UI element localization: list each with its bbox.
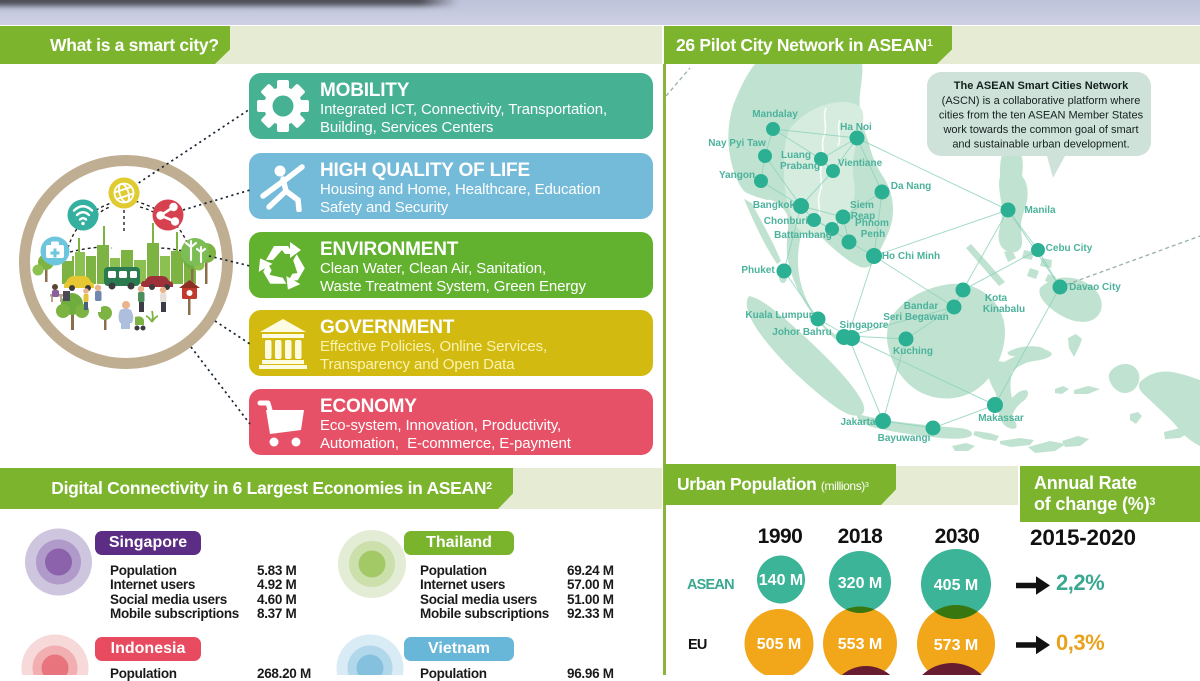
svg-text:Battambang: Battambang — [774, 230, 832, 241]
svg-text:Ha Noi: Ha Noi — [840, 122, 872, 133]
svg-text:Prabang: Prabang — [780, 161, 820, 172]
svg-text:Chonburi: Chonburi — [764, 216, 809, 227]
svg-text:Phuket: Phuket — [741, 265, 775, 276]
svg-text:Kinabalu: Kinabalu — [983, 304, 1025, 315]
svg-text:Kota: Kota — [985, 293, 1008, 304]
svg-text:work towards the common goal o: work towards the common goal of smart — [942, 124, 1138, 136]
svg-text:Cebu City: Cebu City — [1046, 243, 1093, 254]
svg-text:Reap: Reap — [851, 211, 875, 222]
svg-text:Yangon: Yangon — [719, 170, 755, 181]
svg-text:Luang: Luang — [781, 150, 811, 161]
svg-text:Mandalay: Mandalay — [752, 109, 798, 120]
svg-text:Vientiane: Vientiane — [838, 158, 883, 169]
svg-text:Siem: Siem — [850, 200, 874, 211]
svg-text:and sustainable urban developm: and sustainable urban development. — [952, 139, 1129, 151]
svg-text:Ho Chi Minh: Ho Chi Minh — [882, 251, 940, 262]
svg-text:Bangkok: Bangkok — [753, 200, 796, 211]
svg-text:Da Nang: Da Nang — [891, 181, 932, 192]
svg-text:Manila: Manila — [1024, 205, 1056, 216]
svg-text:573 M: 573 M — [934, 637, 978, 654]
svg-text:320 M: 320 M — [838, 575, 882, 592]
svg-text:553 M: 553 M — [838, 636, 882, 653]
svg-text:Davao City: Davao City — [1069, 282, 1121, 293]
svg-text:Seri Begawan: Seri Begawan — [883, 312, 949, 323]
svg-text:Jakarta: Jakarta — [840, 417, 875, 428]
svg-text:Makassar: Makassar — [978, 413, 1024, 424]
svg-text:405 M: 405 M — [934, 577, 978, 594]
svg-text:Nay Pyi Taw: Nay Pyi Taw — [708, 138, 766, 149]
svg-text:Bayuwangi: Bayuwangi — [878, 433, 931, 444]
svg-text:Singapore: Singapore — [840, 320, 889, 331]
svg-text:Johor Bahru: Johor Bahru — [772, 327, 831, 338]
svg-text:505 M: 505 M — [757, 636, 801, 653]
svg-text:140 M: 140 M — [759, 572, 803, 589]
svg-text:Phnom: Phnom — [855, 218, 889, 229]
svg-text:The ASEAN Smart Cities Network: The ASEAN Smart Cities Network — [954, 80, 1129, 92]
svg-text:Kuala Lumpur: Kuala Lumpur — [745, 310, 812, 321]
svg-text:Bandar: Bandar — [904, 301, 939, 312]
svg-text:(ASCN) is a collaborative plat: (ASCN) is a collaborative platform where — [942, 95, 1141, 107]
svg-text:Penh: Penh — [861, 229, 885, 240]
svg-text:Kuching: Kuching — [893, 346, 933, 357]
svg-text:cities from the ten ASEAN Memb: cities from the ten ASEAN Member States — [939, 110, 1144, 122]
